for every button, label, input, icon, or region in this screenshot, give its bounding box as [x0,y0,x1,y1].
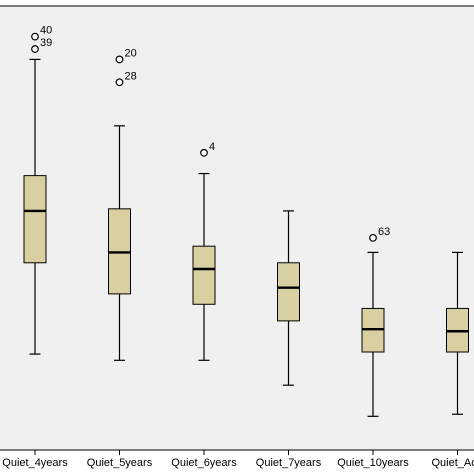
outlier-marker [31,45,39,53]
box-group: 63 [361,226,390,417]
interquartile-box [277,262,300,322]
interquartile-box [192,245,216,305]
outlier-label: 39 [40,37,52,49]
x-tick-label: Quiet_5years [87,457,153,469]
box-group [446,251,469,415]
x-tick-label: Quiet_Adu [432,457,474,469]
box-group: 4 [192,141,216,361]
outlier-label: 28 [125,70,137,82]
outlier-marker [115,55,124,64]
outlier-label: 40 [40,25,52,37]
x-tick-label: Quiet_4years [2,457,68,469]
outlier-marker [369,233,377,242]
plot-area [0,6,474,450]
box-group [277,210,300,386]
outlier-label: 63 [378,226,390,238]
interquartile-box [23,175,47,264]
outlier-marker [115,78,124,87]
x-tick-label: Quiet_7years [256,457,322,469]
x-tick-label: Quiet_10years [337,457,409,469]
x-axis-labels: Quiet_4years Quiet_5years Quiet_6years Quie… [2,450,474,469]
x-tick-label: Quiet_6years [171,457,237,469]
outlier-marker [200,148,208,157]
outlier-marker [31,32,39,41]
outlier-label: 20 [125,47,137,59]
outlier-label: 4 [209,141,215,153]
